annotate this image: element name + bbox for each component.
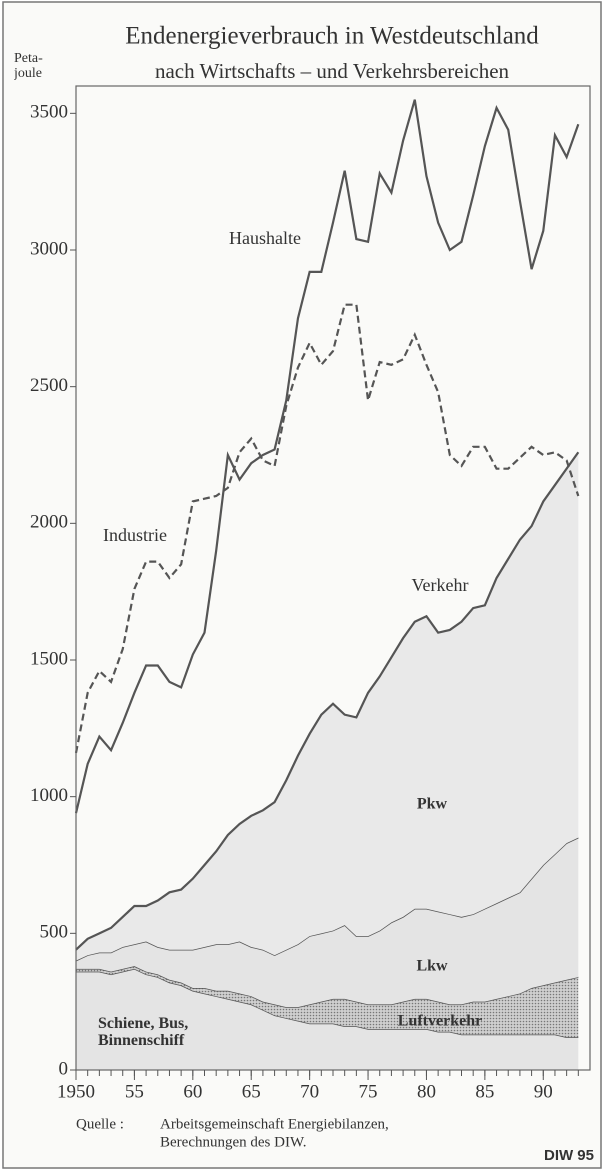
stack-total-label: Verkehr xyxy=(412,575,469,595)
stack-label: Lkw xyxy=(416,958,448,975)
stack-area xyxy=(76,968,579,1070)
chart-title: Endenergieverbrauch in Westdeutschland xyxy=(125,23,539,50)
y-axis-label: Peta-joule xyxy=(14,52,43,81)
series-line xyxy=(74,99,580,814)
x-tick-label: 75 xyxy=(359,1081,378,1102)
stack-label: Pkw xyxy=(417,796,448,813)
stack-area xyxy=(76,837,579,1008)
y-tick-label: 3000 xyxy=(30,238,68,259)
y-tick-label: 500 xyxy=(40,922,69,943)
source-line: Berechnungen des DIW. xyxy=(160,1134,306,1150)
stack-label-box: Schiene, Bus, Binnenschiff xyxy=(98,1016,189,1049)
x-tick-label: 90 xyxy=(534,1081,553,1102)
y-tick-label: 2000 xyxy=(30,512,68,533)
y-tick-label: 1000 xyxy=(30,785,68,806)
stack-line xyxy=(75,451,580,951)
x-tick-label: 1950 xyxy=(57,1081,95,1102)
stack-area xyxy=(76,966,579,1038)
x-tick-label: 70 xyxy=(300,1081,319,1102)
chart-subtitle: nach Wirtschafts – und Verkehrsbereichen xyxy=(155,59,510,83)
x-tick-label: 55 xyxy=(125,1081,144,1102)
series-line xyxy=(74,303,580,754)
x-tick-label: 85 xyxy=(475,1081,494,1102)
source-label: Quelle : xyxy=(76,1116,124,1132)
stack-area xyxy=(76,452,579,961)
y-axis-label-box: Peta-joule xyxy=(14,52,43,81)
x-tick-label: 80 xyxy=(417,1081,436,1102)
series-label: Haushalte xyxy=(229,228,301,248)
y-tick-label: 2500 xyxy=(30,375,68,396)
y-tick-label: 3500 xyxy=(30,102,68,123)
stack-label: Schiene, Bus, Binnenschiff xyxy=(98,1016,189,1049)
credit: DIW 95 xyxy=(544,1147,594,1164)
stack-label: Luftverkehr xyxy=(398,1013,482,1030)
y-tick-label: 0 xyxy=(59,1058,69,1079)
x-tick-label: 65 xyxy=(242,1081,261,1102)
source-line: Arbeitsgemeinschaft Energiebilanzen, xyxy=(160,1116,389,1132)
y-tick-label: 1500 xyxy=(30,648,68,669)
x-tick-label: 60 xyxy=(183,1081,202,1102)
series-label: Industrie xyxy=(103,525,167,545)
